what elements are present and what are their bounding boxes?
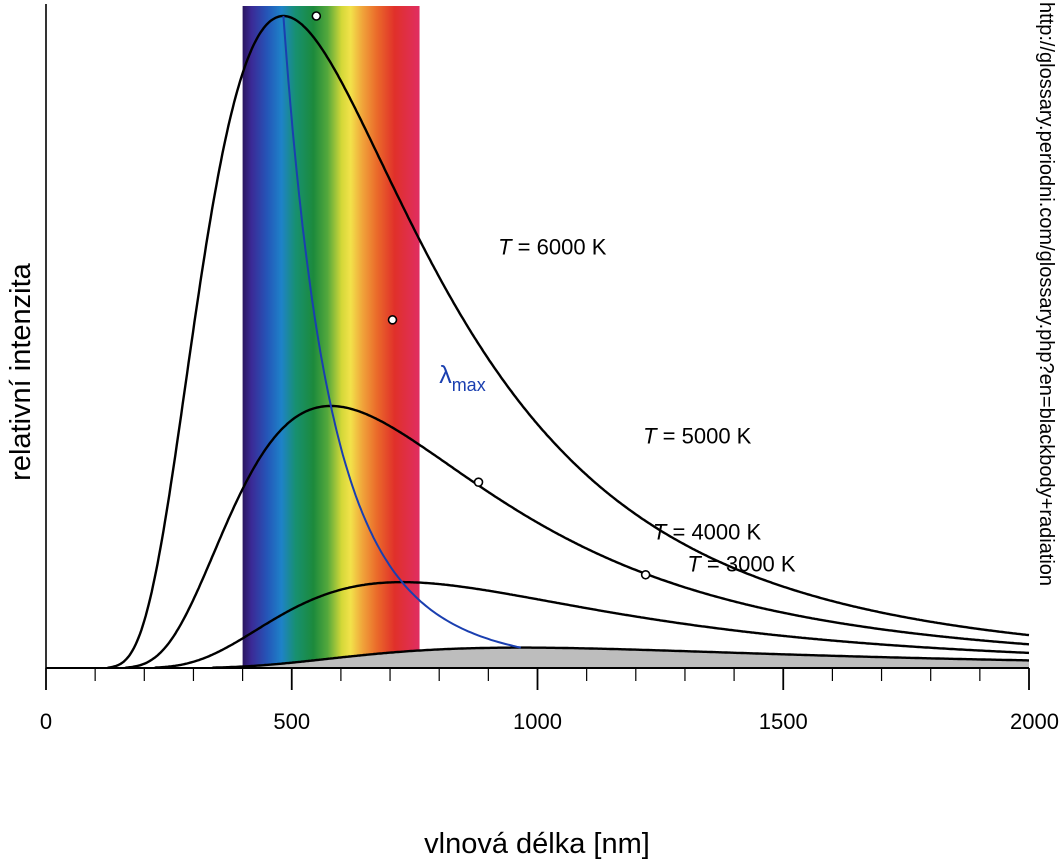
lambda-subscript: max: [452, 375, 486, 395]
x-axis-label: vlnová délka [nm]: [424, 828, 650, 860]
label-value: = 3000 K: [701, 552, 796, 577]
x-tick-label: 500: [273, 709, 310, 734]
area-3000k: [212, 647, 1030, 668]
label-value: = 4000 K: [666, 520, 761, 545]
lambda-symbol: λ: [439, 361, 452, 389]
label-value: = 5000 K: [657, 424, 752, 449]
curve-4000k: [154, 580, 1030, 670]
label-variable: T: [643, 424, 658, 449]
curve-6000k: [107, 14, 1030, 670]
label-4000k: T = 4000 K: [653, 520, 762, 545]
x-tick-label: 1000: [513, 709, 562, 734]
peak-marker-4000k: [473, 477, 484, 487]
curve-3000k: [211, 646, 1029, 670]
x-tick-label: 2000: [1010, 709, 1059, 734]
x-ticks: 0 500 1000 1500 2000: [40, 668, 1059, 734]
label-5000k: T = 5000 K: [643, 424, 752, 449]
visible-spectrum-band: [242, 6, 420, 668]
curve-5000k: [124, 404, 1030, 670]
label-value: = 6000 K: [512, 235, 607, 260]
y-axis-label: relativní intenzita: [5, 262, 37, 480]
label-variable: T: [653, 520, 668, 545]
x-tick-label: 1500: [759, 709, 808, 734]
lambda-max-label: λmax: [439, 361, 486, 395]
curves-layer: [107, 14, 1030, 670]
peak-marker-6000k: [311, 11, 322, 21]
label-variable: T: [687, 552, 702, 577]
peak-marker-3000k: [640, 569, 651, 580]
peak-marker-5000k: [387, 315, 398, 325]
peak-markers: [311, 11, 651, 580]
label-6000k: T = 6000 K: [498, 235, 607, 260]
label-variable: T: [498, 235, 513, 260]
source-credit: http://glossary.periodni.com/glossary.ph…: [1035, 2, 1057, 587]
wien-lambda-max-line: [282, 15, 522, 649]
label-3000k: T = 3000 K: [687, 552, 796, 577]
x-tick-label: 0: [40, 709, 52, 734]
curve-labels: T = 6000 KT = 5000 KT = 4000 KT = 3000 K: [498, 235, 796, 577]
